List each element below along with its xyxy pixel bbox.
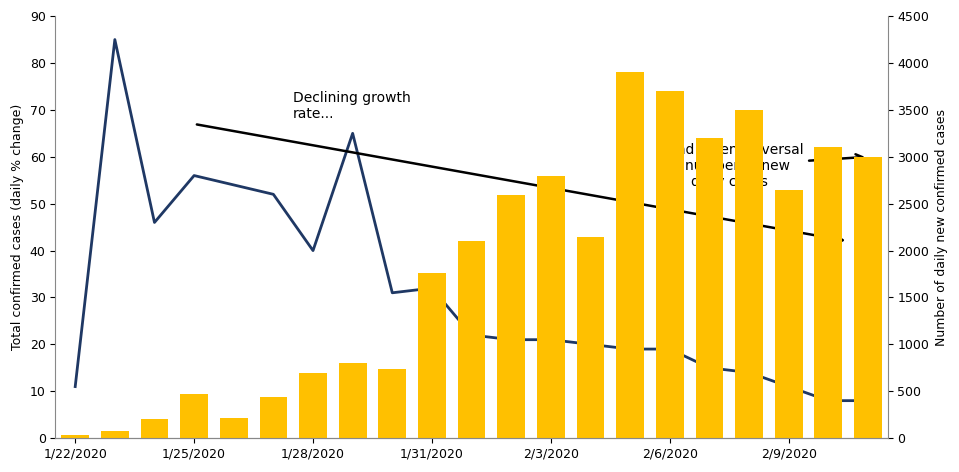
Bar [180,394,208,438]
Bar [576,236,604,438]
Bar [814,147,842,438]
Bar [656,91,684,438]
Y-axis label: Total confirmed cases (daily % change): Total confirmed cases (daily % change) [12,104,24,350]
Bar [457,241,485,438]
Bar [220,418,247,438]
Bar [617,72,644,438]
Bar [498,195,526,438]
Bar [695,138,723,438]
Bar [141,420,169,438]
Text: ...and recent reversal
in number of new
daily cases: ...and recent reversal in number of new … [655,143,862,189]
Bar [775,190,803,438]
Bar [537,176,565,438]
Bar [101,430,129,438]
Bar [61,435,89,438]
Y-axis label: Number of daily new confirmed cases: Number of daily new confirmed cases [935,109,947,346]
Bar [299,372,327,438]
Bar [854,157,881,438]
Bar [260,397,288,438]
Text: Declining growth
rate...: Declining growth rate... [293,91,411,121]
Bar [379,369,407,438]
Bar [339,363,366,438]
Bar [736,110,762,438]
Bar [418,273,446,438]
